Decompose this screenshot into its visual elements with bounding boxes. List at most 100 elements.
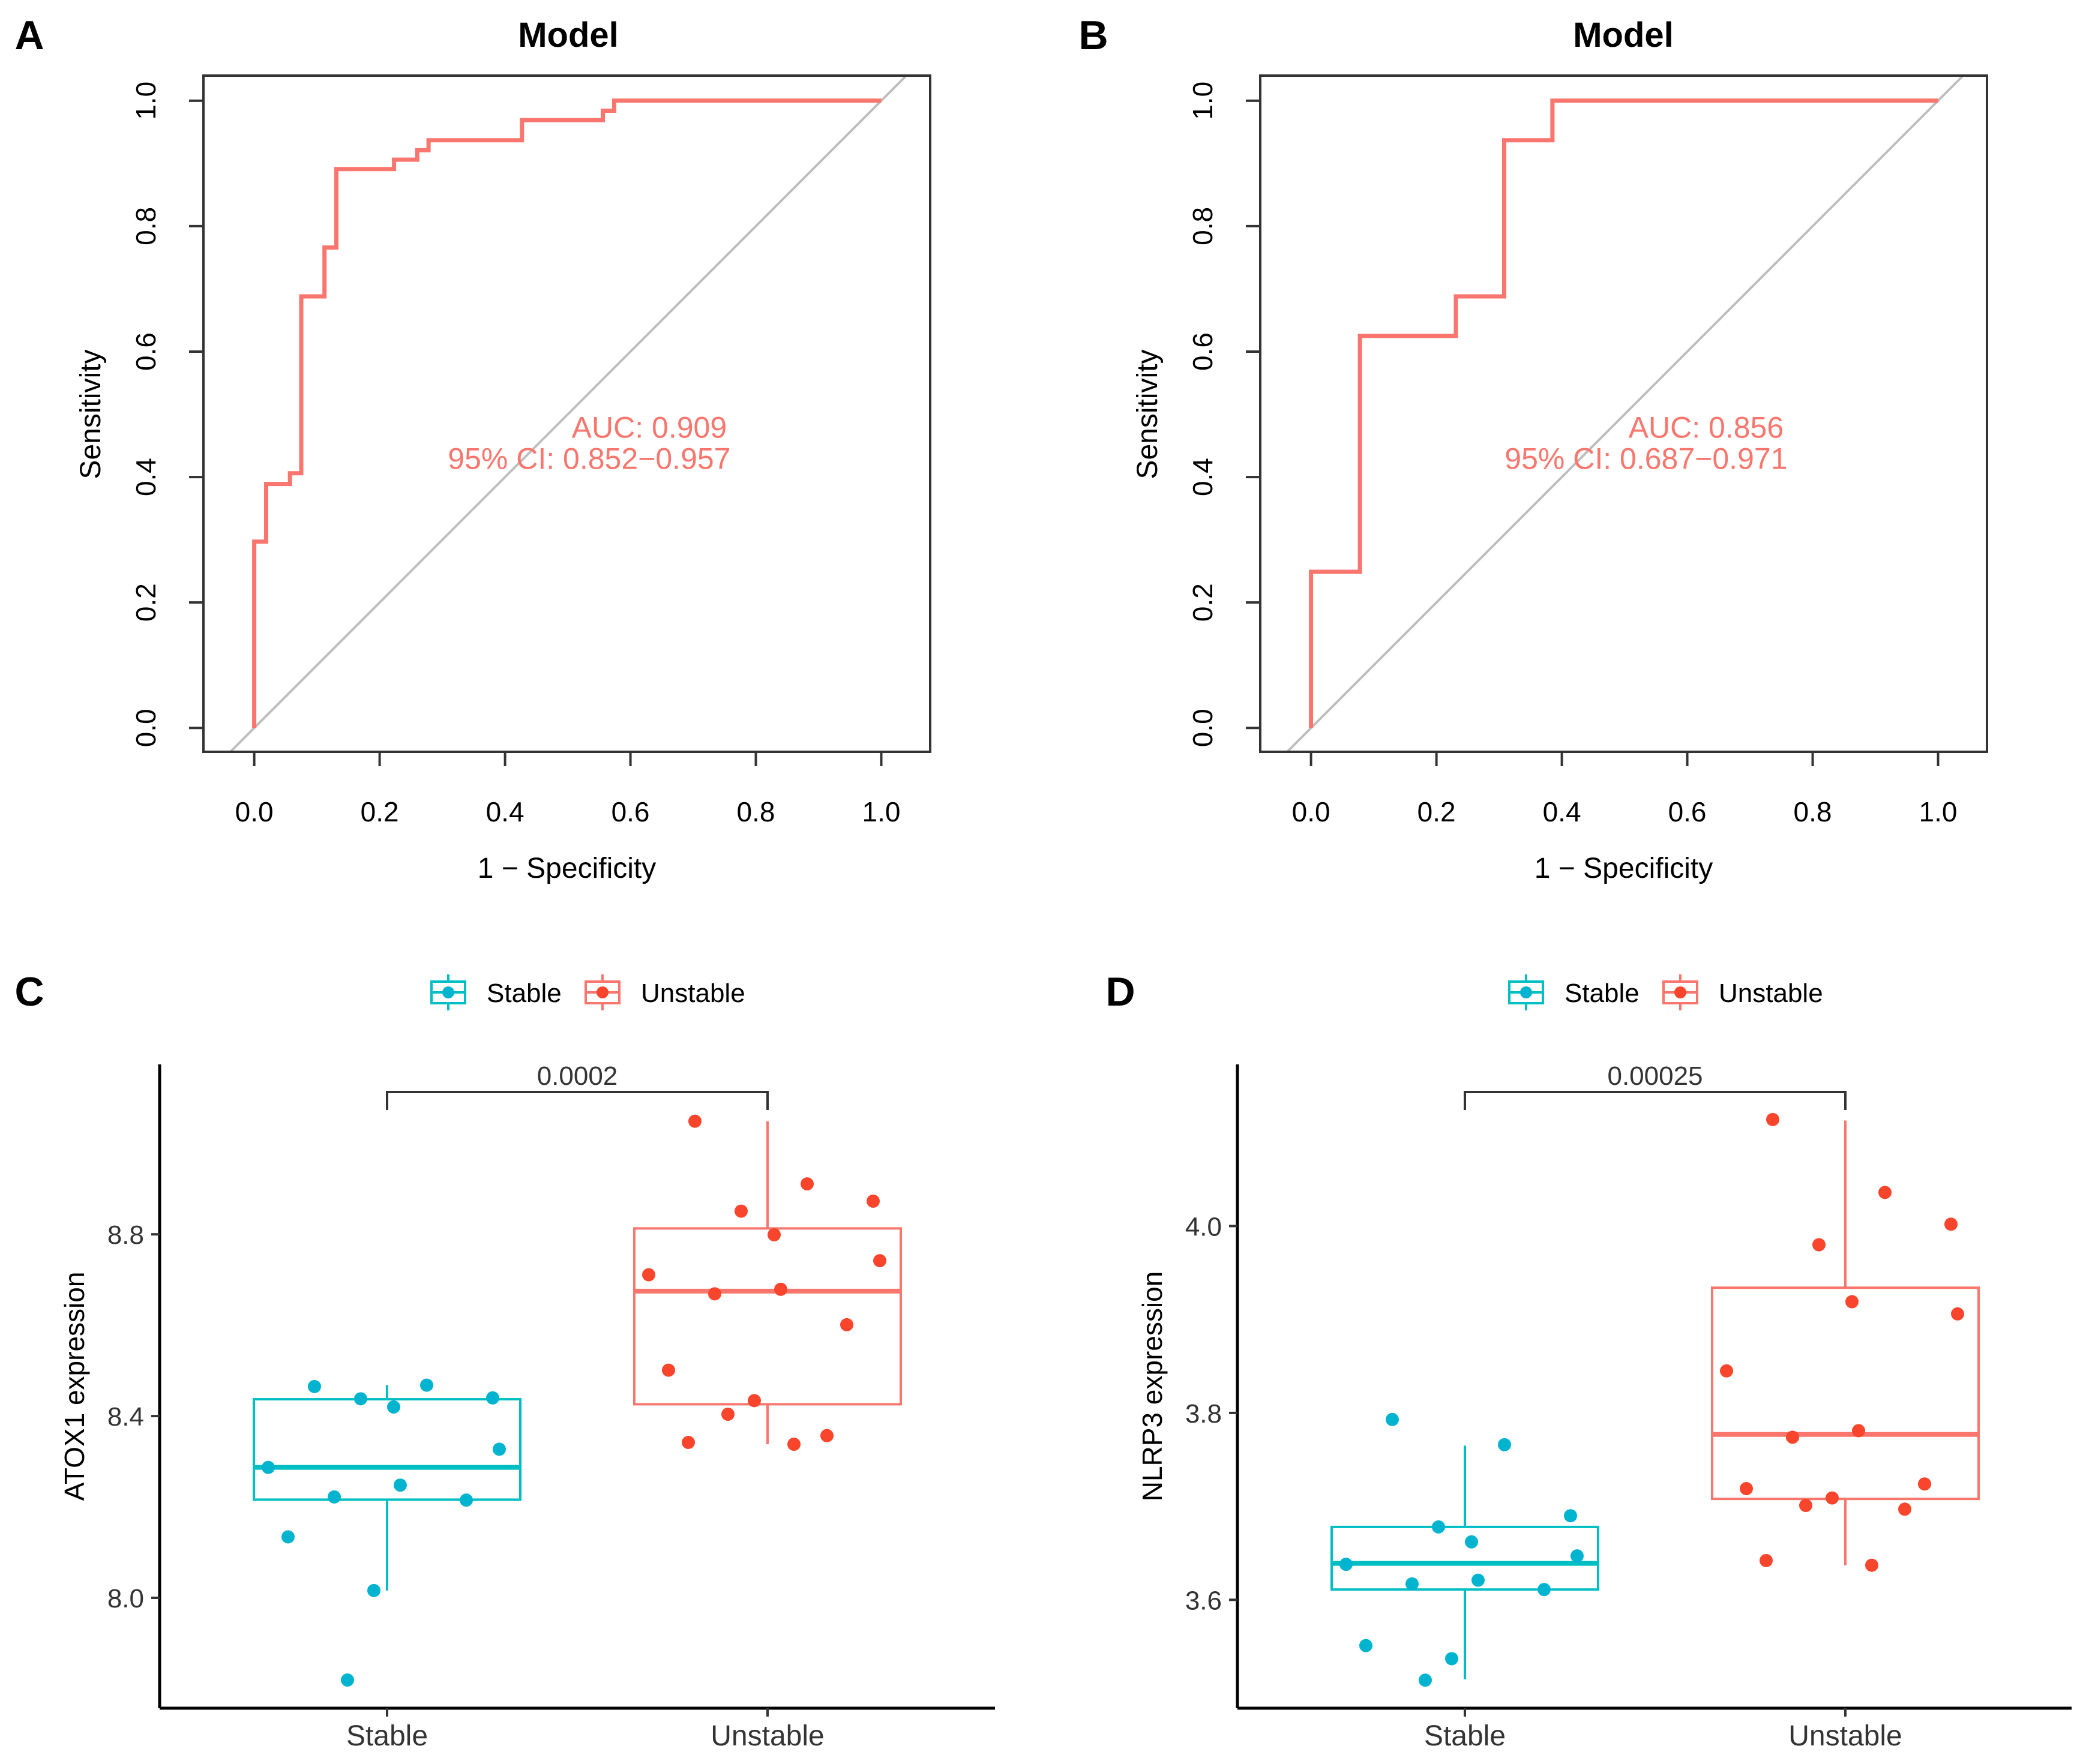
data-point: [721, 1408, 735, 1421]
data-point: [642, 1268, 655, 1282]
data-point: [1918, 1477, 1931, 1491]
x-tick-label: 0.4: [1543, 796, 1581, 827]
significance-bracket: [386, 1091, 769, 1110]
data-point: [1865, 1558, 1878, 1572]
data-point: [1845, 1295, 1859, 1309]
box-panel-c: C Stable Unstable 8.0 8.4 8.8 ATOX1 expression…: [14, 969, 995, 1752]
legend-label: Unstable: [641, 979, 745, 1008]
x-tick-label: Unstable: [711, 1720, 824, 1752]
y-axis-label: Sensitivity: [75, 350, 107, 479]
p-value-label: 0.0002: [537, 1061, 618, 1091]
y-tick-label: 8.4: [107, 1402, 144, 1432]
data-point: [735, 1204, 748, 1218]
data-point: [820, 1429, 834, 1442]
reference-diagonal-line: [1285, 76, 1965, 752]
data-point: [1852, 1424, 1865, 1438]
data-point: [1799, 1499, 1812, 1513]
y-tick-label: 4.0: [1185, 1212, 1222, 1241]
roc-curve: [1309, 98, 1938, 728]
box-stable: [1330, 1412, 1599, 1687]
x-tick-label: 0.2: [361, 796, 399, 827]
data-point: [787, 1438, 801, 1451]
interquartile-box: [633, 1227, 902, 1406]
y-tick-label: 0.4: [1187, 458, 1218, 496]
y-axis-label: ATOX1 expression: [59, 1272, 90, 1501]
data-point: [281, 1530, 295, 1544]
interquartile-box: [1330, 1525, 1599, 1591]
data-point: [1432, 1520, 1445, 1534]
x-tick-label: 0.4: [486, 796, 525, 827]
data-point: [1812, 1238, 1826, 1252]
p-value-label: 0.00025: [1607, 1061, 1703, 1091]
data-point: [1386, 1412, 1399, 1426]
data-point: [1471, 1573, 1485, 1587]
box-stable: [253, 1378, 522, 1687]
panel-label: C: [14, 969, 44, 1015]
box-unstable: [1711, 1112, 1980, 1572]
legend-item-stable: Stable: [1508, 974, 1640, 1010]
legend-label: Stable: [1564, 979, 1640, 1008]
data-point: [308, 1379, 321, 1393]
data-point: [1760, 1553, 1773, 1567]
legend-item-stable: Stable: [430, 974, 562, 1010]
y-tick-label: 0.2: [130, 583, 161, 622]
data-point: [420, 1378, 433, 1392]
x-tick-label: Stable: [1424, 1720, 1506, 1752]
data-point: [708, 1287, 721, 1301]
chart-title: Model: [1573, 16, 1674, 55]
y-tick-label: 0.8: [1187, 207, 1218, 245]
x-tick-label: Unstable: [1788, 1720, 1902, 1752]
data-point: [1740, 1482, 1753, 1496]
roc-panel-a: A Model 0.0 0.2 0.4 0.6 0.8 1.0 0.0 0.2 0.4 0.6 0.8 1…: [14, 13, 931, 884]
data-point: [1766, 1112, 1779, 1126]
roc-curve: [252, 98, 882, 728]
data-point: [688, 1114, 702, 1128]
data-point: [486, 1391, 499, 1405]
data-point: [662, 1363, 675, 1377]
data-point: [341, 1673, 354, 1687]
reference-diagonal-line: [229, 76, 909, 752]
data-point: [1419, 1673, 1432, 1687]
auc-annotation: AUC: 0.909: [572, 410, 727, 444]
data-point: [387, 1400, 400, 1414]
data-point: [1720, 1364, 1733, 1378]
panel-label: A: [14, 13, 44, 58]
y-tick-label: 3.6: [1185, 1586, 1222, 1615]
y-axis-label: NLRP3 expression: [1137, 1271, 1168, 1502]
data-point: [1498, 1438, 1511, 1451]
y-tick-label: 0.0: [1187, 709, 1218, 747]
data-point: [1405, 1577, 1419, 1591]
data-point: [867, 1194, 880, 1208]
data-point: [1786, 1430, 1799, 1444]
legend-item-unstable: Unstable: [585, 974, 745, 1010]
y-tick-label: 0.6: [130, 332, 161, 371]
data-point: [682, 1436, 695, 1450]
legend-item-unstable: Unstable: [1662, 974, 1823, 1010]
y-tick-label: 0.2: [1187, 583, 1218, 622]
y-tick-label: 0.4: [130, 458, 161, 496]
data-point: [354, 1392, 367, 1406]
y-tick-label: 0.0: [130, 709, 161, 747]
y-axis-label: Sensitivity: [1132, 350, 1164, 479]
data-point: [493, 1442, 506, 1456]
x-tick-label: 0.2: [1417, 796, 1456, 827]
data-point: [1465, 1535, 1478, 1549]
data-point: [840, 1318, 853, 1331]
data-point: [1571, 1549, 1584, 1563]
x-tick-label: 0.6: [612, 796, 650, 827]
panel-label: B: [1078, 13, 1108, 58]
legend-key-dot: [442, 986, 454, 998]
y-tick-label: 0.6: [1187, 332, 1218, 371]
interquartile-box: [253, 1398, 522, 1501]
data-point: [768, 1228, 781, 1241]
interquartile-box: [1711, 1286, 1980, 1501]
data-point: [1951, 1307, 1964, 1321]
data-point: [1445, 1652, 1458, 1666]
x-tick-label: 0.0: [1292, 796, 1330, 827]
data-point: [394, 1478, 407, 1492]
chart-title: Model: [518, 16, 619, 55]
panel-label: D: [1105, 969, 1135, 1015]
y-tick-label: 8.0: [107, 1584, 144, 1613]
significance-bracket: [1464, 1091, 1847, 1110]
x-tick-label: 0.8: [737, 796, 775, 827]
